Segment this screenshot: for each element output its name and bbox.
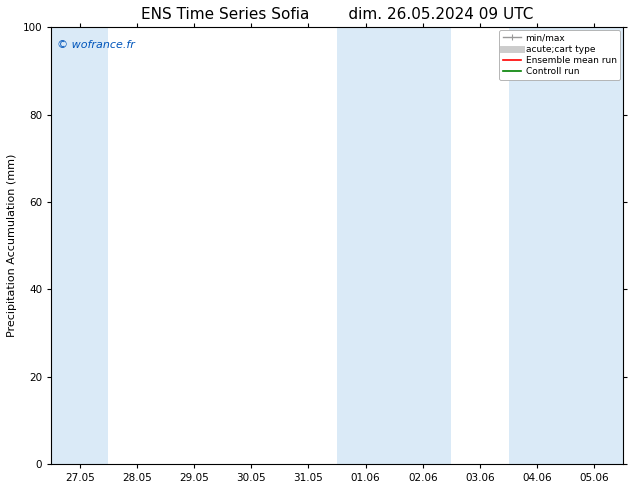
Text: © wofrance.fr: © wofrance.fr: [57, 40, 135, 50]
Legend: min/max, acute;cart type, Ensemble mean run, Controll run: min/max, acute;cart type, Ensemble mean …: [500, 30, 620, 80]
Bar: [51, 27, 108, 464]
Bar: [508, 27, 566, 464]
Bar: [566, 27, 623, 464]
Bar: [337, 27, 394, 464]
Title: ENS Time Series Sofia        dim. 26.05.2024 09 UTC: ENS Time Series Sofia dim. 26.05.2024 09…: [141, 7, 533, 22]
Bar: [394, 27, 451, 464]
Y-axis label: Precipitation Accumulation (mm): Precipitation Accumulation (mm): [7, 154, 17, 337]
